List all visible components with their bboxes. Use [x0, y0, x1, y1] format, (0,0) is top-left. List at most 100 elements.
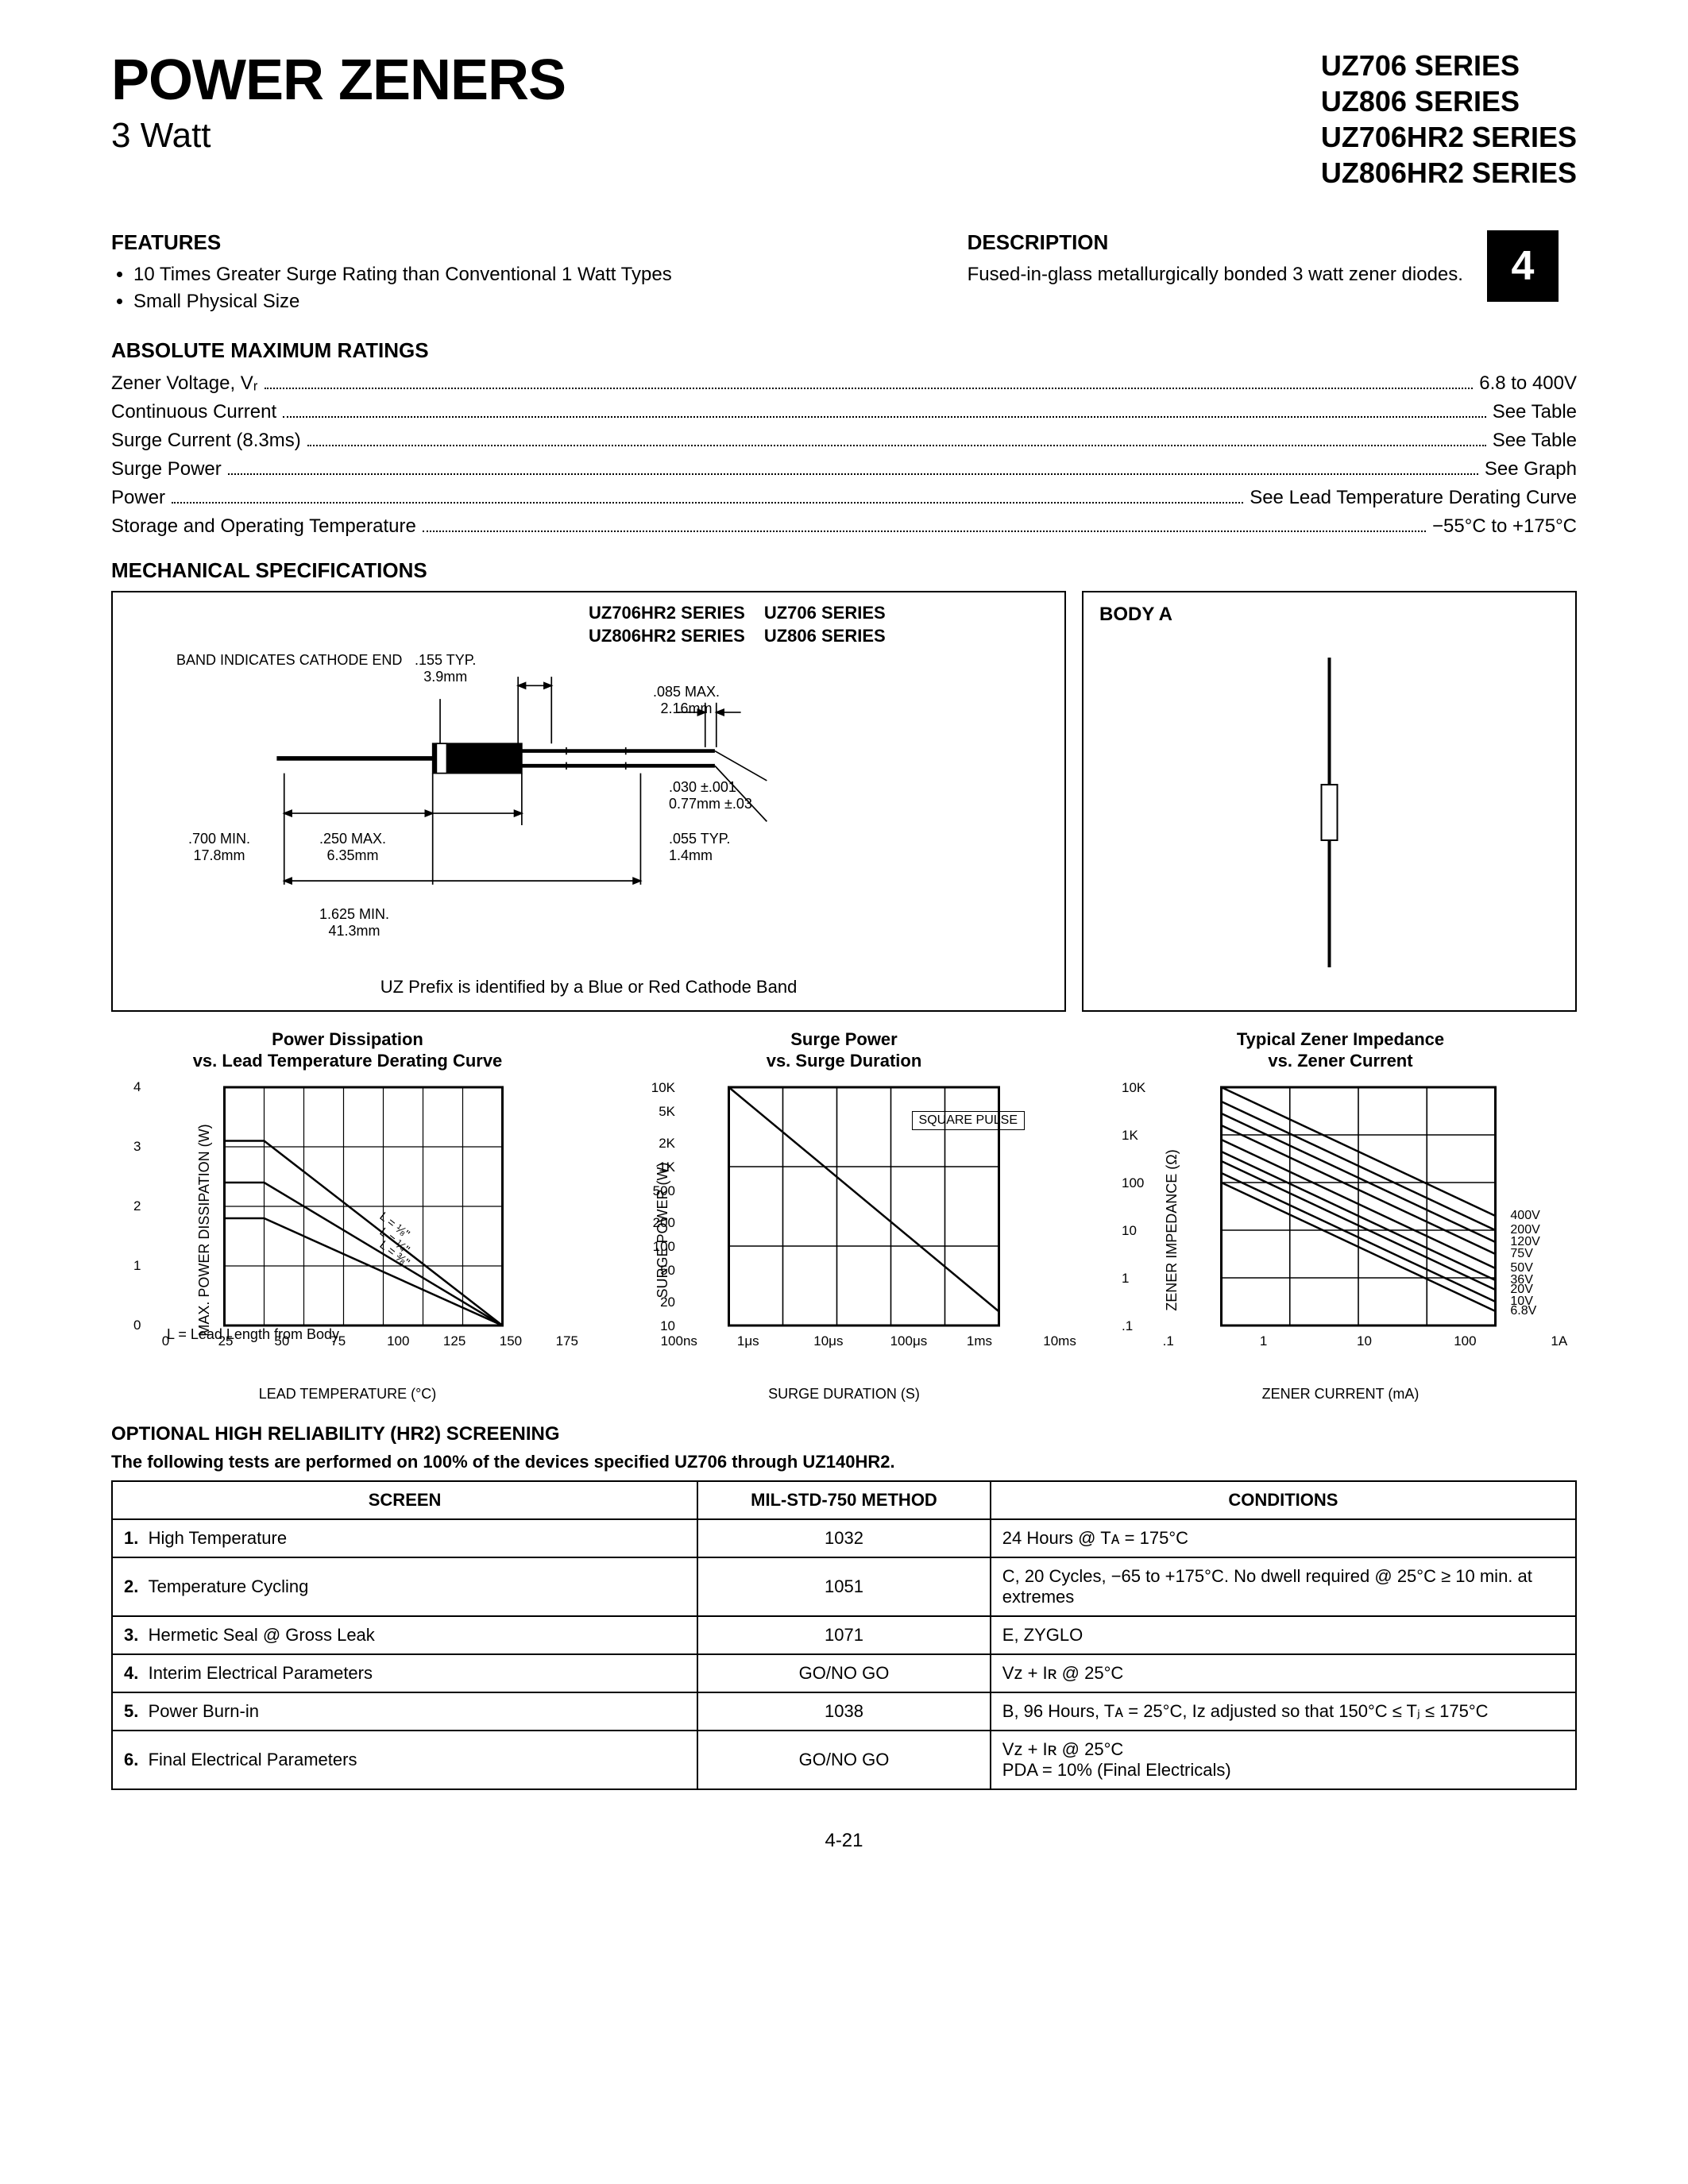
ytick: 2K: [659, 1136, 675, 1152]
features-desc-row: FEATURES 10 Times Greater Surge Rating t…: [111, 230, 1577, 314]
hr2-method: GO/NO GO: [697, 1731, 991, 1789]
ratings-heading: ABSOLUTE MAXIMUM RATINGS: [111, 338, 1577, 363]
series-label: 6.8V: [1510, 1304, 1536, 1318]
title-block: POWER ZENERS 3 Watt: [111, 48, 566, 156]
chart-derating-xlabel: LEAD TEMPERATURE (°C): [111, 1386, 584, 1403]
chart-derating-svg: L = ⅛"L = ¼"L = ⅜": [111, 1079, 584, 1349]
hr2-method: 1051: [697, 1557, 991, 1616]
rating-row: Surge PowerSee Graph: [111, 455, 1577, 484]
features-heading: FEATURES: [111, 230, 904, 255]
chart-impedance-title: Typical Zener Impedance vs. Zener Curren…: [1104, 1029, 1577, 1071]
xtick: 100μs: [890, 1333, 928, 1349]
table-row: 1. High Temperature 1032 24 Hours @ Tᴀ =…: [112, 1519, 1576, 1557]
rating-row: Storage and Operating Temperature−55°C t…: [111, 512, 1577, 541]
mech-series-r1: UZ706 SERIES: [764, 602, 886, 625]
ytick: .1: [1122, 1318, 1133, 1334]
chart-surge-title: Surge Power vs. Surge Duration: [608, 1029, 1080, 1071]
ytick: 1K: [1122, 1128, 1138, 1144]
rating-value: See Graph: [1485, 455, 1577, 484]
xtick: 150: [500, 1333, 522, 1349]
rating-label: Continuous Current: [111, 398, 276, 426]
xtick: 0: [162, 1333, 169, 1349]
ytick: 3: [133, 1139, 141, 1155]
chart-impedance-canvas: ZENER IMPEDANCE (Ω) .11101001A .11101001…: [1104, 1079, 1577, 1381]
page-number: 4-21: [111, 1830, 1577, 1852]
rating-row: Continuous CurrentSee Table: [111, 398, 1577, 426]
section-tab-num: 4: [1511, 242, 1534, 290]
page-title: POWER ZENERS: [111, 48, 566, 113]
xtick: 1ms: [967, 1333, 992, 1349]
description-block: DESCRIPTION Fused-in-glass metallurgical…: [968, 230, 1577, 302]
ytick: 1K: [659, 1160, 675, 1175]
hr2-cond: C, 20 Cycles, −65 to +175°C. No dwell re…: [991, 1557, 1576, 1616]
rating-value: See Table: [1493, 426, 1577, 455]
xtick: 25: [218, 1333, 234, 1349]
rating-value: See Lead Temperature Derating Curve: [1250, 484, 1577, 512]
page-subtitle: 3 Watt: [111, 116, 566, 156]
ytick: 200: [653, 1215, 675, 1231]
series-3: UZ806HR2 SERIES: [1321, 155, 1577, 191]
mech-heading: MECHANICAL SPECIFICATIONS: [111, 558, 1577, 583]
ytick: 100: [653, 1239, 675, 1255]
xtick: 175: [556, 1333, 578, 1349]
hr2-header-row: SCREEN MIL-STD-750 METHOD CONDITIONS: [112, 1481, 1576, 1519]
hr2-method: 1038: [697, 1692, 991, 1731]
hr2-screen: 2. Temperature Cycling: [112, 1557, 697, 1616]
xtick: 1μs: [737, 1333, 759, 1349]
rating-row: Power See Lead Temperature Derating Curve: [111, 484, 1577, 512]
description-text: Fused-in-glass metallurgically bonded 3 …: [968, 261, 1463, 288]
chart-derating-ylabel: MAX. POWER DISSIPATION (W): [196, 1124, 213, 1336]
mech-series-l1: UZ706HR2 SERIES: [589, 602, 745, 625]
hr2-screen: 6. Final Electrical Parameters: [112, 1731, 697, 1789]
rating-label: Power: [111, 484, 165, 512]
series-1: UZ806 SERIES: [1321, 83, 1577, 119]
chart-impedance-ylabel: ZENER IMPEDANCE (Ω): [1164, 1149, 1180, 1310]
mech-caption: UZ Prefix is identified by a Blue or Red…: [113, 977, 1064, 997]
hr2-method: 1071: [697, 1616, 991, 1654]
hr2-cond: E, ZYGLO: [991, 1616, 1576, 1654]
hr2-screen: 1. High Temperature: [112, 1519, 697, 1557]
xtick: 10μs: [813, 1333, 843, 1349]
series-0: UZ706 SERIES: [1321, 48, 1577, 83]
ytick: 50: [660, 1263, 675, 1279]
hr2-cond: 24 Hours @ Tᴀ = 175°C: [991, 1519, 1576, 1557]
features-block: FEATURES 10 Times Greater Surge Rating t…: [111, 230, 904, 314]
hr2-cond: Vᴢ + Iʀ @ 25°C: [991, 1654, 1576, 1692]
rating-row: Zener Voltage, Vᵣ6.8 to 400V: [111, 369, 1577, 398]
ratings-block: ABSOLUTE MAXIMUM RATINGS Zener Voltage, …: [111, 338, 1577, 541]
hr2-col-cond: CONDITIONS: [991, 1481, 1576, 1519]
xtick: 100: [387, 1333, 409, 1349]
chart-surge: Surge Power vs. Surge Duration SURGE POW…: [608, 1029, 1080, 1403]
ytick: 20: [660, 1295, 675, 1310]
series-label: 400V: [1510, 1209, 1539, 1223]
mech-svg: [113, 632, 1064, 974]
xtick: 100ns: [661, 1333, 697, 1349]
table-row: 5. Power Burn-in 1038 B, 96 Hours, Tᴀ = …: [112, 1692, 1576, 1731]
table-row: 2. Temperature Cycling 1051 C, 20 Cycles…: [112, 1557, 1576, 1616]
series-2: UZ706HR2 SERIES: [1321, 119, 1577, 155]
xtick: 10ms: [1043, 1333, 1076, 1349]
ytick: 0: [133, 1318, 141, 1333]
chart-surge-pulse: SQUARE PULSE: [912, 1111, 1025, 1130]
header: POWER ZENERS 3 Watt UZ706 SERIES UZ806 S…: [111, 48, 1577, 191]
mech-diagram: UZ706HR2 SERIESUZ706 SERIES UZ806HR2 SER…: [111, 591, 1066, 1012]
series-list: UZ706 SERIES UZ806 SERIES UZ706HR2 SERIE…: [1321, 48, 1577, 191]
hr2-col-screen: SCREEN: [112, 1481, 697, 1519]
xtick: 75: [330, 1333, 346, 1349]
hr2-screen: 4. Interim Electrical Parameters: [112, 1654, 697, 1692]
xtick: 100: [1454, 1333, 1476, 1349]
hr2-method: 1032: [697, 1519, 991, 1557]
chart-impedance: Typical Zener Impedance vs. Zener Curren…: [1104, 1029, 1577, 1403]
mech-row: UZ706HR2 SERIESUZ706 SERIES UZ806HR2 SER…: [111, 591, 1577, 1012]
body-a-label: BODY A: [1099, 604, 1559, 626]
table-row: 3. Hermetic Seal @ Gross Leak 1071 E, ZY…: [112, 1616, 1576, 1654]
xtick: .1: [1163, 1333, 1174, 1349]
ytick: 10K: [1122, 1080, 1145, 1096]
rating-label: Zener Voltage, Vᵣ: [111, 369, 258, 398]
hr2-screen: 3. Hermetic Seal @ Gross Leak: [112, 1616, 697, 1654]
xtick: 125: [443, 1333, 465, 1349]
hr2-subheading: The following tests are performed on 100…: [111, 1452, 1577, 1472]
body-a-svg: [1099, 626, 1559, 991]
hr2-cond: B, 96 Hours, Tᴀ = 25°C, Iᴢ adjusted so t…: [991, 1692, 1576, 1731]
features-list: 10 Times Greater Surge Rating than Conve…: [111, 261, 904, 314]
